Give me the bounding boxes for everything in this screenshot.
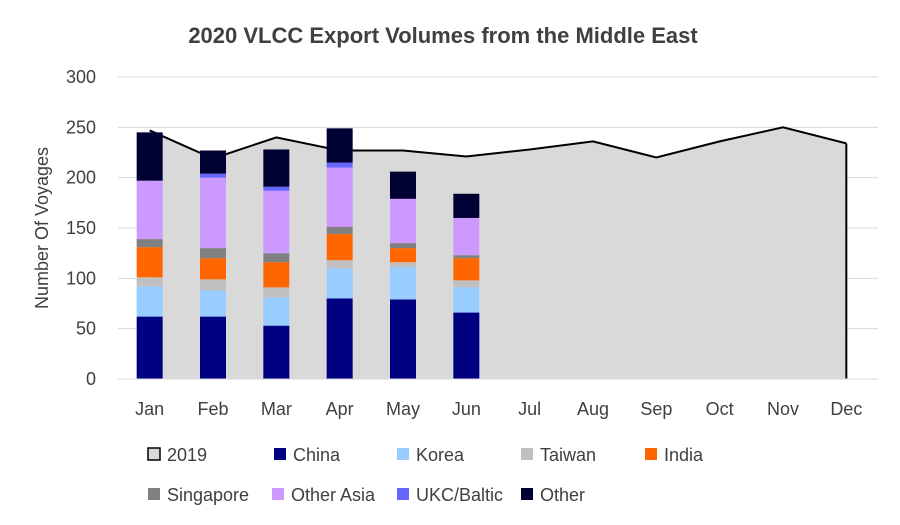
- x-tick-label: Mar: [261, 399, 292, 419]
- y-tick-label: 0: [86, 369, 96, 389]
- bar-segment-other: [136, 132, 163, 181]
- bar-segment-ukc-baltic: [263, 186, 290, 191]
- bar-segment-china: [326, 298, 353, 379]
- bar-segment-india: [453, 258, 480, 281]
- bar-segment-other-asia: [390, 198, 416, 244]
- bar-segment-singapore: [200, 248, 226, 259]
- bar-segment-ukc-baltic: [200, 173, 226, 178]
- y-tick-label: 250: [66, 117, 96, 137]
- legend-label: Korea: [416, 445, 465, 465]
- legend-swatch: [397, 448, 409, 460]
- x-tick-label: Jan: [135, 399, 164, 419]
- area-fill-2019: [149, 127, 847, 379]
- bar-segment-india: [263, 262, 290, 288]
- bar-segment-singapore: [390, 243, 416, 249]
- bar-segment-singapore: [136, 239, 163, 248]
- bar-segment-singapore: [326, 226, 353, 235]
- bar-segment-korea: [136, 286, 163, 317]
- stacked-bars: [136, 128, 480, 379]
- legend-label: China: [293, 445, 341, 465]
- bar-segment-other: [390, 171, 416, 199]
- bar-segment-other-asia: [136, 180, 163, 240]
- bar-segment-singapore: [453, 255, 480, 259]
- bar-segment-other-asia: [326, 167, 353, 227]
- legend-swatch: [645, 448, 657, 460]
- bar-segment-other-asia: [453, 217, 480, 256]
- legend-swatch: [397, 488, 409, 500]
- legend-label: Singapore: [167, 485, 249, 505]
- legend-label: UKC/Baltic: [416, 485, 503, 505]
- bar-segment-other: [263, 149, 290, 187]
- bar-segment-korea: [326, 268, 353, 299]
- bar-segment-china: [136, 316, 163, 379]
- bar-segment-india: [326, 234, 353, 261]
- x-tick-label: Jul: [518, 399, 541, 419]
- x-tick-label: Sep: [640, 399, 672, 419]
- bar-segment-korea: [263, 297, 290, 326]
- bar-segment-taiwan: [200, 279, 226, 291]
- x-tick-label: Jun: [452, 399, 481, 419]
- x-tick-label: Nov: [767, 399, 799, 419]
- bar-segment-taiwan: [136, 277, 163, 287]
- bar-segment-korea: [390, 267, 416, 300]
- legend-swatch: [147, 447, 161, 461]
- bar-segment-other-asia: [263, 190, 290, 254]
- legend-label: India: [664, 445, 704, 465]
- bar-segment-taiwan: [453, 280, 480, 288]
- legend-swatch: [274, 448, 286, 460]
- x-tick-label: Oct: [706, 399, 734, 419]
- bar-segment-korea: [200, 290, 226, 317]
- chart-title: 2020 VLCC Export Volumes from the Middle…: [188, 23, 698, 48]
- bar-segment-other-asia: [200, 177, 226, 249]
- bar-segment-china: [390, 299, 416, 379]
- x-tick-label: May: [386, 399, 420, 419]
- bar-segment-taiwan: [263, 287, 290, 298]
- area-series-2019: [149, 126, 848, 379]
- legend-swatch: [521, 448, 533, 460]
- bar-segment-other: [453, 193, 480, 218]
- legend-label: Other: [540, 485, 585, 505]
- y-tick-label: 100: [66, 268, 96, 288]
- bar-segment-taiwan: [326, 260, 353, 269]
- bar-segment-china: [263, 325, 290, 379]
- legend-label: 2019: [167, 445, 207, 465]
- bar-segment-india: [200, 258, 226, 280]
- bar-segment-india: [136, 247, 163, 278]
- x-tick-label: Dec: [830, 399, 862, 419]
- legend-swatch: [521, 488, 533, 500]
- x-tick-label: Feb: [197, 399, 228, 419]
- legend-swatch: [272, 488, 284, 500]
- axes: 0 50 100 150 200 250 300 Jan Feb Mar Apr May Jun Jul A…: [66, 67, 878, 419]
- y-tick-label: 50: [76, 319, 96, 339]
- bar-segment-india: [390, 248, 416, 263]
- bar-segment-other: [200, 150, 226, 174]
- bar-segment-korea: [453, 287, 480, 313]
- bar-segment-china: [200, 316, 226, 379]
- x-tick-label: Apr: [326, 399, 354, 419]
- x-tick-label: Aug: [577, 399, 609, 419]
- bar-segment-ukc-baltic: [326, 162, 353, 168]
- legend-swatch: [148, 488, 160, 500]
- bar-segment-china: [453, 312, 480, 379]
- legend-label: Taiwan: [540, 445, 596, 465]
- bar-segment-singapore: [263, 253, 290, 263]
- legend: 2019 China Korea Taiwan India Singapore Other …: [147, 445, 704, 505]
- y-axis-label: Number Of Voyages: [32, 147, 52, 309]
- legend-label: Other Asia: [291, 485, 376, 505]
- bar-segment-other: [326, 128, 353, 163]
- y-tick-label: 300: [66, 67, 96, 87]
- y-tick-label: 200: [66, 168, 96, 188]
- area-line-2019: [149, 126, 847, 160]
- y-tick-label: 150: [66, 218, 96, 238]
- bar-segment-taiwan: [390, 262, 416, 268]
